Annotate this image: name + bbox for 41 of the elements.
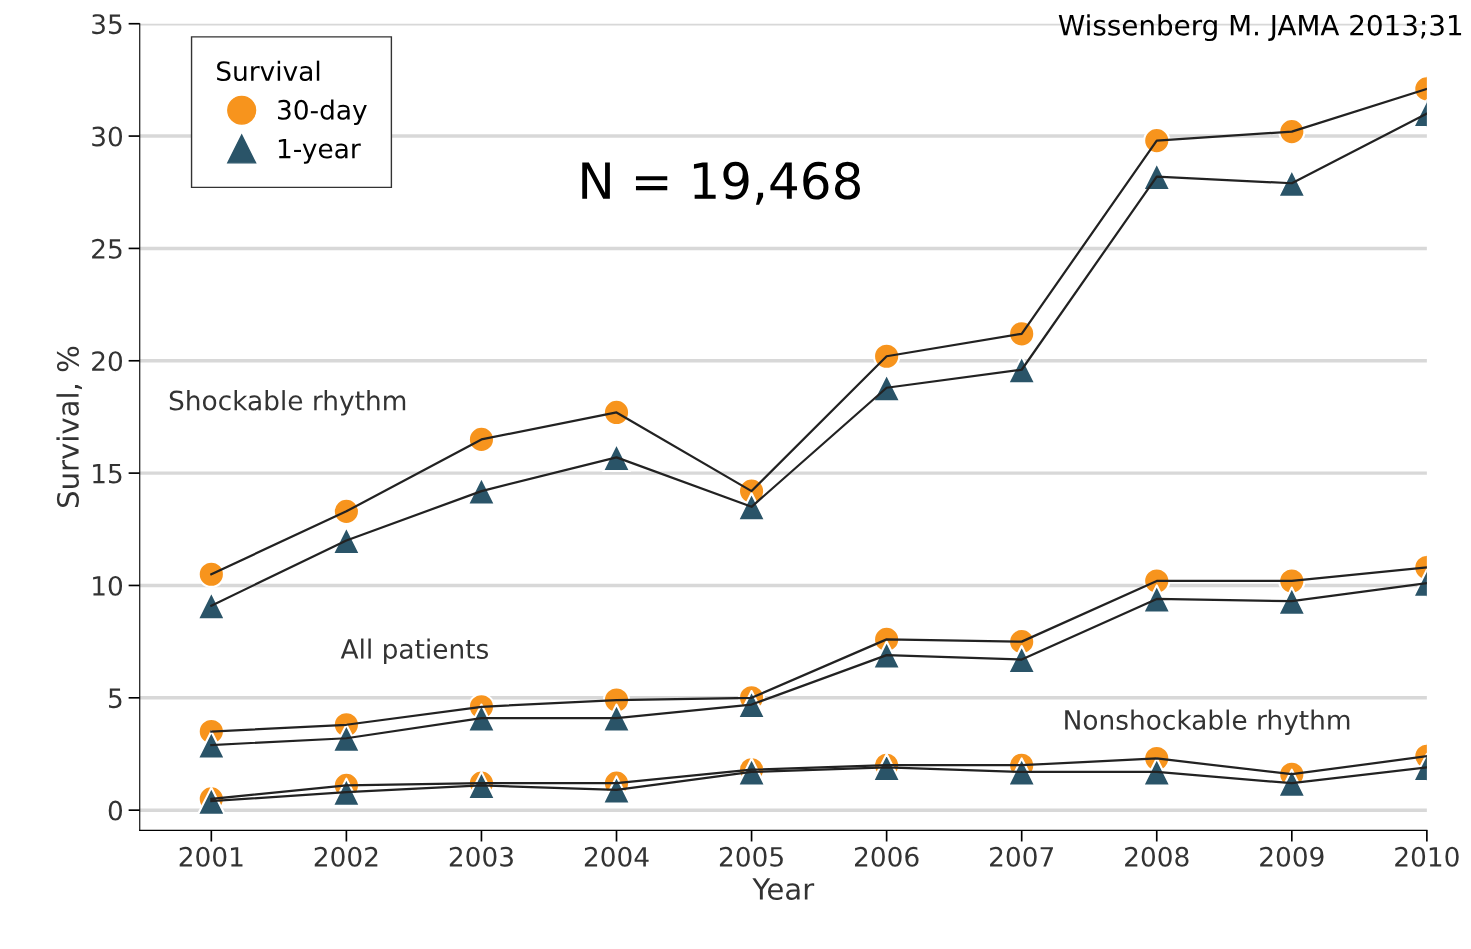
point — [1277, 586, 1307, 616]
point — [466, 703, 497, 733]
x-tick-label: 2005 — [719, 846, 783, 867]
y-tick-label: 25 — [92, 238, 122, 259]
x-tick-label: 2002 — [314, 846, 378, 867]
legend-label: 30-day — [278, 99, 367, 125]
y-tick-label: 5 — [109, 688, 122, 709]
x-tick-label: 2009 — [1260, 846, 1324, 867]
x-tick-label: 2008 — [1125, 846, 1189, 867]
point — [1007, 355, 1037, 385]
point — [1142, 757, 1172, 787]
point — [1142, 584, 1172, 614]
annotation: Wissenberg M. JAMA 2013;31 — [1058, 14, 1462, 42]
point — [197, 560, 225, 588]
y-tick-label: 30 — [92, 126, 123, 147]
x-tick-label: 2003 — [449, 846, 513, 867]
y-tick-label: 0 — [108, 800, 123, 821]
point — [736, 492, 767, 522]
point — [196, 730, 226, 760]
y-tick-label: 15 — [93, 463, 122, 484]
x-axis-title: Year — [752, 878, 815, 901]
point — [196, 591, 226, 621]
point — [1007, 645, 1037, 675]
x-tick-label: 2006 — [854, 846, 919, 867]
y-axis-title: Survival, % — [56, 346, 82, 508]
point — [601, 703, 632, 733]
x-tick-label: 2004 — [584, 846, 649, 867]
x-tick-label: 2010 — [1395, 846, 1459, 867]
y-tick-label: 35 — [92, 14, 122, 35]
y-tick-label: 10 — [93, 575, 123, 596]
x-tick-label: 2001 — [179, 846, 243, 867]
x-tick-label: 2007 — [990, 846, 1054, 867]
legend-label: 1-year — [278, 138, 361, 164]
y-tick-label: 20 — [92, 351, 123, 372]
annotation: All patients — [340, 638, 489, 665]
annotation: Shockable rhythm — [169, 390, 406, 416]
legend-title: Survival — [217, 60, 320, 82]
point — [872, 640, 902, 670]
annotation: N = 19,468 — [582, 161, 860, 205]
point — [331, 723, 361, 753]
annotation: Nonshockable rhythm — [1065, 709, 1350, 736]
